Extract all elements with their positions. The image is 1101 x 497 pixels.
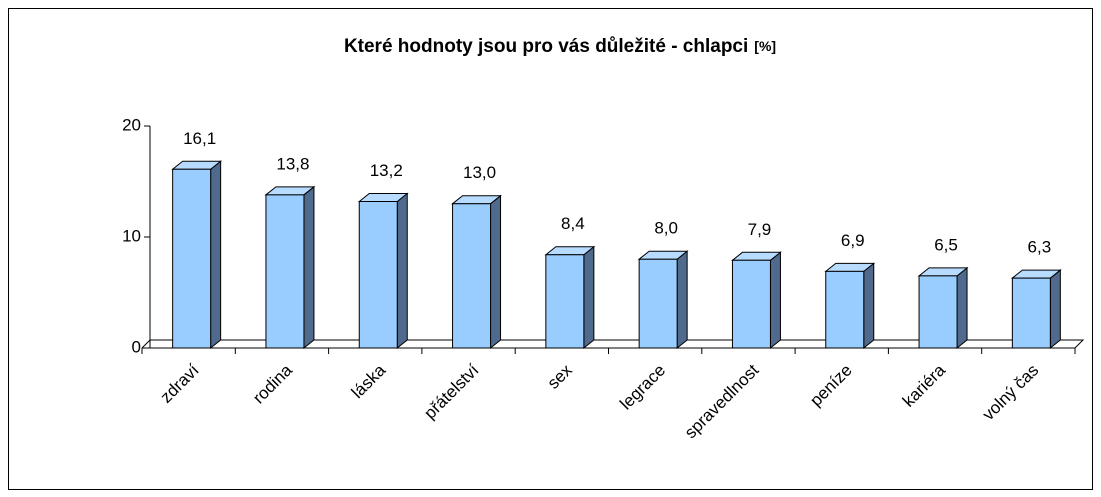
bar-face	[863, 262, 875, 350]
bar-face	[1011, 277, 1051, 349]
bar-face	[452, 203, 492, 349]
bar-face	[490, 194, 502, 350]
value-label: 6,9	[841, 231, 865, 250]
bar-face	[676, 250, 688, 350]
value-label: 8,0	[654, 219, 678, 238]
bar-face	[918, 275, 958, 349]
bar-face	[303, 185, 315, 350]
chart-border	[8, 8, 1093, 490]
value-label: 7,9	[748, 220, 772, 239]
bar-face	[545, 254, 585, 349]
bar-face	[1049, 269, 1061, 350]
bar-face	[956, 266, 968, 350]
value-label: 16,1	[183, 129, 216, 148]
bar	[171, 160, 223, 350]
bar	[637, 250, 689, 350]
bar-face	[769, 251, 781, 350]
bar	[1010, 269, 1062, 350]
bar-face	[210, 160, 222, 350]
bar-face	[396, 192, 408, 350]
bar	[451, 194, 502, 350]
bar	[917, 266, 969, 350]
bar-face	[825, 270, 865, 349]
value-label: 6,5	[934, 235, 958, 254]
bar	[731, 251, 782, 350]
bar	[264, 185, 316, 350]
bar-face	[265, 194, 305, 349]
bar-face	[358, 200, 398, 349]
bar	[544, 245, 596, 350]
bar	[824, 262, 876, 350]
value-label: 13,2	[370, 161, 403, 180]
value-label: 13,0	[463, 163, 496, 182]
bar-face	[172, 168, 212, 349]
chart-title: Které hodnoty jsou pro vás důležité - ch…	[344, 36, 776, 57]
bar	[357, 192, 409, 350]
value-label: 6,3	[1028, 238, 1052, 257]
y-tick-label: 10	[122, 226, 141, 245]
value-label: 13,8	[276, 154, 309, 173]
y-tick-label: 20	[122, 115, 141, 134]
bar-face	[731, 259, 771, 349]
value-label: 8,4	[561, 214, 585, 233]
y-tick-label: 0	[132, 337, 141, 356]
floor	[141, 339, 1085, 349]
bar-face	[638, 258, 678, 349]
bar-face	[583, 245, 595, 350]
